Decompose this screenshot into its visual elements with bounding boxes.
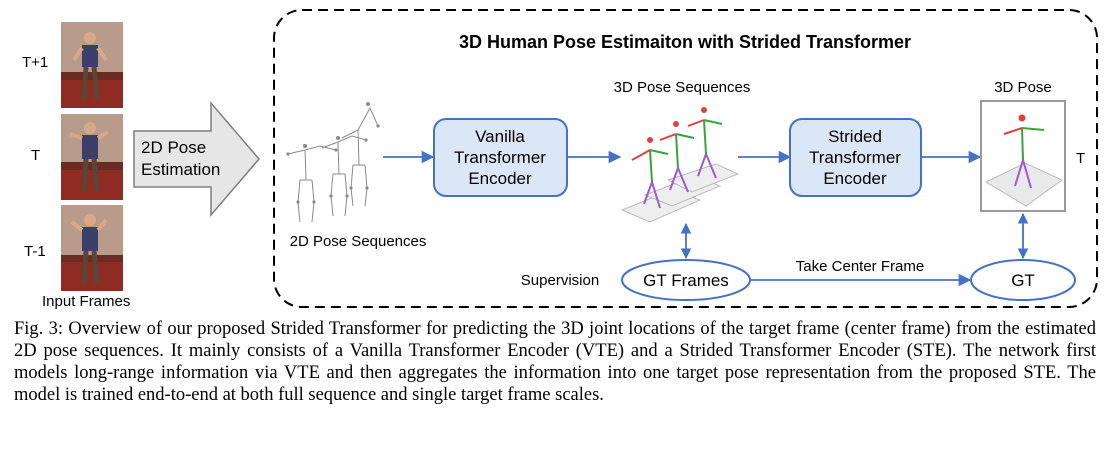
input-frames: T+1 T T-1 Input Frames xyxy=(22,22,130,310)
diagram-title: 3D Human Pose Estimaiton with Strided Tr… xyxy=(459,32,911,52)
pose-3d-label: 3D Pose xyxy=(994,79,1052,96)
vte-line1: Vanilla xyxy=(475,127,525,146)
ste-line3: Encoder xyxy=(823,169,887,188)
pose-3d-output xyxy=(980,100,1066,212)
ste-line2: Transformer xyxy=(809,148,901,167)
pose-2d-sequences-label: 2D Pose Sequences xyxy=(290,233,427,250)
input-frame-t-minus-1 xyxy=(61,205,123,291)
supervision-label: Supervision xyxy=(521,272,599,289)
take-center-frame-label: Take Center Frame xyxy=(796,258,924,275)
pose-estimation-arrow: 2D Pose Estimation xyxy=(133,100,260,218)
gt-label: GT xyxy=(1011,271,1035,290)
vte-line3: Encoder xyxy=(468,169,532,188)
strided-transformer-frame xyxy=(273,9,1098,308)
pose-estimation-label-line1: 2D Pose xyxy=(141,138,206,157)
pose-3d-sequences xyxy=(620,107,740,223)
gt-frames-node: GT Frames xyxy=(621,259,751,301)
target-frame-label: T xyxy=(1076,150,1085,167)
frame-label-t: T xyxy=(31,147,40,164)
frame-label-t-minus-1: T-1 xyxy=(24,243,46,260)
frame-label-t-plus-1: T+1 xyxy=(22,54,48,71)
strided-transformer-encoder: Strided Transformer Encoder xyxy=(789,118,922,197)
gt-node: GT xyxy=(970,259,1076,301)
ste-line1: Strided xyxy=(828,127,882,146)
vanilla-transformer-encoder: Vanilla Transformer Encoder xyxy=(433,118,568,197)
pose-3d-sequences-label: 3D Pose Sequences xyxy=(614,79,751,96)
vte-line2: Transformer xyxy=(454,148,546,167)
gt-frames-label: GT Frames xyxy=(643,271,729,290)
pipeline-diagram: T+1 T T-1 Input Frames 2D Pose Estimatio… xyxy=(22,9,1098,310)
input-frame-t-plus-1 xyxy=(61,22,123,108)
input-frame-t xyxy=(61,114,123,200)
input-frames-label: Input Frames xyxy=(42,293,130,310)
pose-2d-sequences xyxy=(286,102,380,223)
pose-estimation-label-line2: Estimation xyxy=(141,160,220,179)
figure-caption: Fig. 3: Overview of our proposed Strided… xyxy=(14,319,1096,405)
